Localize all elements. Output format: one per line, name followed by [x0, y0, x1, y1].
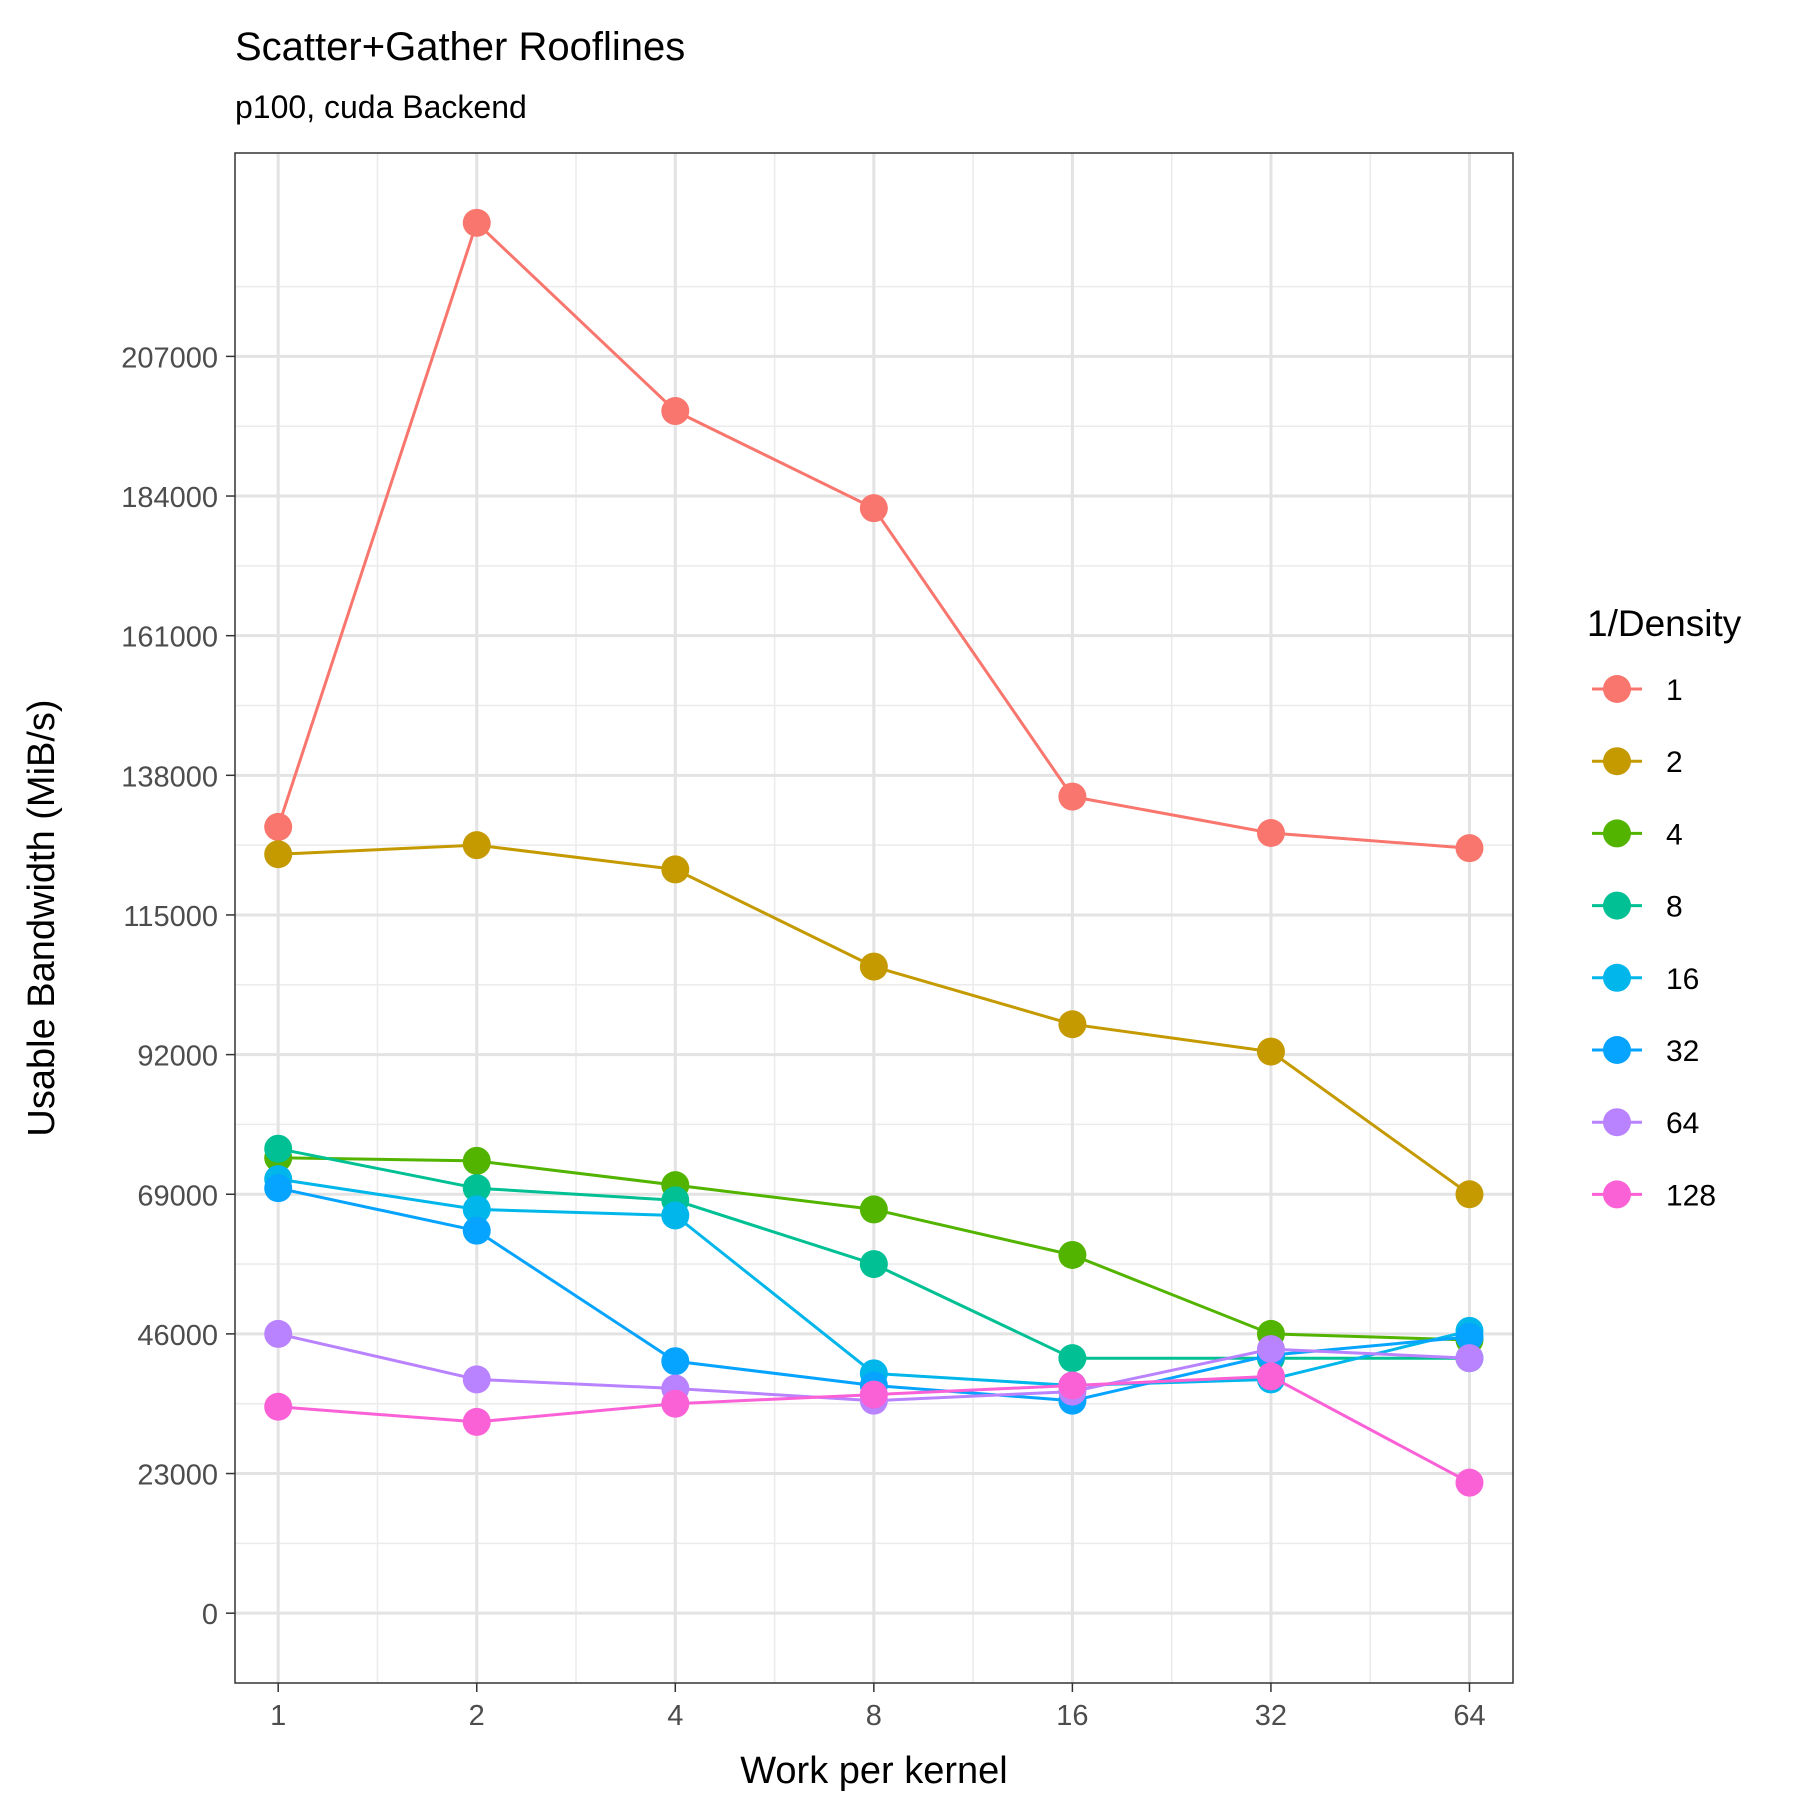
data-point-8	[859, 1250, 888, 1279]
data-point-32	[661, 1347, 690, 1376]
data-point-32	[1455, 1322, 1484, 1351]
data-point-128	[1256, 1362, 1285, 1391]
y-tick-label: 46000	[137, 1320, 218, 1352]
data-point-1	[859, 494, 888, 523]
data-point-128	[1058, 1371, 1087, 1400]
data-point-2	[462, 831, 491, 860]
y-tick-label: 115000	[123, 901, 218, 933]
legend-key-point	[1603, 891, 1631, 920]
data-point-2	[264, 840, 293, 869]
y-tick-label: 69000	[137, 1180, 218, 1212]
x-tick-label: 16	[1056, 1700, 1088, 1732]
legend-key-point	[1603, 963, 1631, 992]
legend-key-point	[1603, 675, 1631, 703]
legend-label: 2	[1666, 746, 1683, 779]
data-point-32	[462, 1216, 491, 1245]
legend-item-8: 8	[1592, 891, 1683, 924]
chart-subtitle: p100, cuda Backend	[235, 89, 527, 125]
y-axis: 0 23000 46000 69000 92000 115000 138000 161000 1…	[121, 342, 235, 1631]
legend-label: 4	[1666, 818, 1683, 851]
data-point-128	[264, 1392, 293, 1421]
series-128	[264, 1362, 1484, 1497]
x-tick-label: 8	[866, 1700, 882, 1732]
data-point-2	[1455, 1180, 1484, 1209]
legend-key-point	[1603, 1036, 1631, 1064]
data-point-128	[661, 1389, 690, 1418]
data-point-64	[264, 1319, 293, 1348]
data-point-8	[1058, 1344, 1087, 1373]
y-tick-label: 207000	[121, 342, 218, 374]
legend-title: 1/Density	[1587, 603, 1742, 644]
x-axis-label: Work per kernel	[740, 1750, 1008, 1792]
y-tick-label: 161000	[121, 622, 218, 654]
data-point-4	[1058, 1240, 1087, 1269]
legend-key-point	[1603, 1108, 1631, 1137]
data-point-1	[462, 208, 491, 237]
legend-key-point	[1603, 747, 1631, 776]
data-point-32	[264, 1174, 293, 1203]
legend-item-32: 32	[1592, 1035, 1699, 1068]
data-point-64	[1455, 1344, 1484, 1373]
data-point-1	[1455, 834, 1484, 863]
data-point-2	[859, 952, 888, 981]
y-tick-label: 92000	[137, 1041, 218, 1073]
legend-item-16: 16	[1592, 963, 1699, 996]
y-tick-label: 23000	[137, 1460, 218, 1492]
y-tick-label: 184000	[121, 482, 218, 514]
chart-title: Scatter+Gather Rooflines	[235, 25, 685, 69]
y-axis-label: Usable Bandwidth (MiB/s)	[21, 699, 63, 1136]
data-point-64	[462, 1365, 491, 1394]
data-point-16	[661, 1201, 690, 1230]
data-point-2	[1256, 1037, 1285, 1066]
y-tick-label: 138000	[121, 761, 218, 793]
data-point-1	[661, 397, 690, 426]
plot-area	[234, 152, 1514, 1684]
legend-label: 1	[1666, 674, 1683, 707]
x-tick-label: 1	[270, 1700, 286, 1732]
y-tick-label: 0	[202, 1599, 218, 1631]
x-tick-label: 64	[1453, 1700, 1485, 1732]
data-point-64	[1256, 1335, 1285, 1364]
data-point-4	[859, 1195, 888, 1224]
legend-item-64: 64	[1592, 1107, 1699, 1140]
data-point-128	[859, 1380, 888, 1409]
x-tick-label: 2	[469, 1700, 485, 1732]
legend-key-point	[1603, 819, 1631, 848]
legend-key-point	[1603, 1180, 1631, 1209]
data-point-128	[462, 1407, 491, 1436]
x-tick-label: 4	[667, 1700, 683, 1732]
legend-label: 128	[1666, 1179, 1716, 1212]
legend-label: 8	[1666, 891, 1683, 924]
legend-item-4: 4	[1592, 818, 1683, 851]
x-tick-label: 32	[1255, 1700, 1287, 1732]
legend-label: 16	[1666, 963, 1699, 996]
legend: 1/Density 1 2 4 8 16 32 64 128	[1587, 603, 1742, 1212]
legend-label: 64	[1666, 1107, 1699, 1140]
legend-item-1: 1	[1592, 674, 1683, 707]
legend-item-2: 2	[1592, 746, 1683, 779]
x-axis: 1 2 4 8 16 32 64	[270, 1683, 1486, 1732]
series-2	[264, 831, 1484, 1209]
data-point-16	[462, 1195, 491, 1224]
data-point-8	[264, 1134, 293, 1163]
data-point-2	[661, 855, 690, 884]
legend-label: 32	[1666, 1035, 1699, 1068]
series-layer	[264, 208, 1484, 1497]
data-point-1	[1058, 782, 1087, 811]
legend-item-128: 128	[1592, 1179, 1716, 1212]
data-point-1	[264, 812, 293, 841]
data-point-8	[462, 1174, 491, 1203]
series-1	[264, 208, 1484, 863]
data-point-2	[1058, 1010, 1087, 1039]
data-point-128	[1455, 1468, 1484, 1497]
data-point-4	[462, 1146, 491, 1175]
data-point-1	[1256, 819, 1285, 847]
legend-items: 1 2 4 8 16 32 64 128	[1592, 674, 1716, 1212]
